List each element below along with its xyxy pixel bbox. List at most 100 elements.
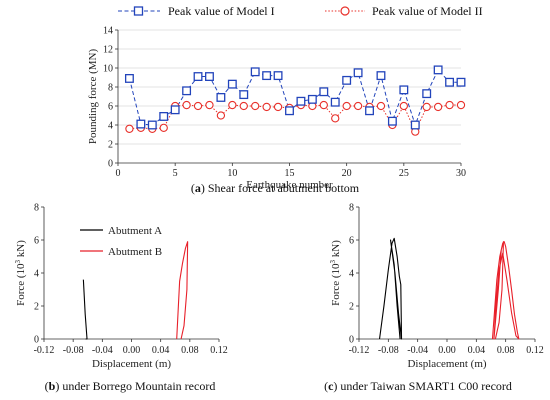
series-model2-point (228, 100, 237, 110)
chart-a-x-tick-label: 5 (173, 168, 178, 179)
series-model1-point (422, 89, 432, 99)
chart-c-x-ticks: -0.12 -0.08 -0.04 0.00 0.04 0.08 0.12 (349, 339, 544, 356)
chart-a-x-tick-label: 20 (342, 168, 352, 179)
caption-b: (b) under Borrego Mountain record (45, 379, 216, 393)
chart-c-y-label: Force (103 kN) (329, 240, 342, 306)
chart-c-x-tick-label: -0.04 (407, 345, 428, 356)
series-model2-point (399, 101, 408, 111)
series-model2-point (262, 102, 271, 112)
series-model2-point (251, 101, 260, 111)
series-model2-point (193, 101, 203, 111)
chart-b-x-tick-label: -0.04 (92, 345, 113, 356)
chart-a-x-tick-label: 30 (456, 168, 466, 179)
series-model1-point (273, 71, 283, 81)
series-model2-point (433, 102, 443, 112)
chart-c-y-label-sup: 3 (329, 259, 337, 263)
chart-a-axes (117, 30, 461, 164)
chart-a-x-tick-label: 15 (285, 168, 295, 179)
chart-a-x-ticks: 0 5 10 15 20 25 30 (116, 163, 466, 179)
chart-b-y-tick-label: 0 (34, 335, 39, 346)
chart-b-y-ticks: 0 2 4 6 8 (34, 203, 44, 346)
caption-c-letter: c (328, 379, 334, 393)
caption-c: (c) under Taiwan SMART1 C00 record (324, 379, 512, 393)
chart-b-x-tick-label: 0.00 (123, 345, 141, 356)
chart-b-series (82, 241, 189, 340)
caption-a-text: Shear force at abutment bottom (208, 181, 360, 195)
chart-c-y-tick-label: 8 (349, 203, 354, 214)
series-model1-point (387, 116, 397, 126)
series-model1-point (216, 93, 226, 102)
chart-c-y-tick-label: 2 (349, 302, 354, 313)
chart-c-x-tick-label: 0.12 (526, 345, 544, 356)
chart-a-y-tick-label: 0 (108, 159, 113, 170)
series-model1-point (342, 75, 352, 85)
chart-a-y-tick-label: 14 (103, 26, 113, 37)
chart-c-series (378, 237, 520, 340)
chart-b-y-tick-label: 8 (34, 203, 39, 214)
series-model2-point (125, 124, 134, 133)
chart-a-grid (118, 29, 461, 145)
series-abutment-b-curve (176, 241, 189, 340)
series-model1-point (227, 79, 237, 89)
legend-model2-marker (340, 6, 350, 16)
chart-a-x-tick-label: 0 (116, 168, 121, 179)
chart-b-y-tick-label: 6 (34, 236, 39, 247)
series-model1-point (250, 67, 260, 77)
chart-a: 0 5 10 15 20 25 30 0 2 4 6 8 10 12 14 Earthquake numb… (87, 26, 466, 192)
series-model1-point (376, 71, 386, 81)
chart-a-x-tick-label: 10 (227, 168, 237, 179)
series-model2-point (342, 101, 351, 111)
series-model1-point (353, 68, 363, 78)
caption-a-letter: a (195, 181, 201, 195)
chart-a-y-ticks: 0 2 4 6 8 10 12 14 (103, 26, 118, 170)
series-model1-point (124, 74, 134, 83)
series-model2-point (456, 100, 466, 110)
series-model2-line (129, 104, 461, 133)
chart-c-x-tick-label: -0.12 (349, 345, 370, 356)
chart-b-y-tick-label: 2 (34, 302, 39, 313)
chart-c-x-tick-label: 0.08 (497, 345, 515, 356)
chart-a-series (124, 65, 466, 136)
series-abutment-a-curve (82, 279, 88, 340)
chart-c-x-tick-label: 0.00 (438, 345, 456, 356)
series-model1-point (285, 106, 294, 116)
chart-c-x-label: Displacement (m) (407, 358, 486, 370)
series-model2-point (422, 102, 431, 112)
chart-c-y-label-end: kN) (330, 240, 342, 260)
series-model1-point (205, 72, 214, 81)
legend-model1-marker (133, 6, 144, 16)
chart-a-y-tick-label: 12 (103, 45, 113, 56)
chart-c: -0.12 -0.08 -0.04 0.00 0.04 0.08 0.12 0 2 4 6 8 Di… (329, 203, 544, 371)
chart-c-y-ticks: 0 2 4 6 8 (349, 203, 359, 346)
series-model2-point (159, 123, 168, 132)
chart-b-y-label-main: Force (10 (15, 263, 27, 306)
series-model1-point (262, 71, 272, 81)
series-model1-point (136, 119, 146, 129)
chart-c-y-tick-label: 0 (349, 335, 354, 346)
chart-a-y-tick-label: 6 (108, 102, 113, 113)
legend-model1-label: Peak value of Model I (168, 4, 275, 18)
chart-a-y-label: Pounding force (MN) (87, 49, 99, 145)
caption-a: (a) Shear force at abutment bottom (191, 181, 360, 195)
series-model1-point (170, 105, 180, 115)
chart-c-y-label-main: Force (10 (330, 263, 342, 306)
chart-b-x-tick-label: -0.12 (34, 345, 55, 356)
legend-top: Peak value of Model I Peak value of Mode… (118, 4, 483, 18)
series-model2-point (182, 100, 191, 110)
chart-b-x-tick-label: 0.12 (210, 345, 228, 356)
series-model2-point (331, 114, 340, 123)
series-model2-point (239, 101, 248, 111)
series-abutment-b-curve (491, 241, 520, 340)
chart-a-y-tick-label: 8 (108, 83, 113, 94)
chart-b-y-label: Force (103 kN) (14, 240, 27, 306)
series-model1-point (239, 90, 249, 100)
series-model1-point (445, 77, 455, 87)
series-model2-point (216, 111, 226, 120)
chart-b-legend: Abutment A Abutment B (80, 225, 162, 258)
chart-b-x-tick-label: 0.04 (152, 345, 170, 356)
series-model2-point (319, 100, 328, 110)
chart-a-y-tick-label: 4 (108, 121, 113, 132)
chart-c-x-tick-label: -0.08 (378, 345, 399, 356)
chart-b-y-tick-label: 4 (34, 269, 39, 280)
chart-b: -0.12 -0.08 -0.04 0.00 0.04 0.08 0.12 0 2 4 6 8 Di… (14, 203, 228, 371)
